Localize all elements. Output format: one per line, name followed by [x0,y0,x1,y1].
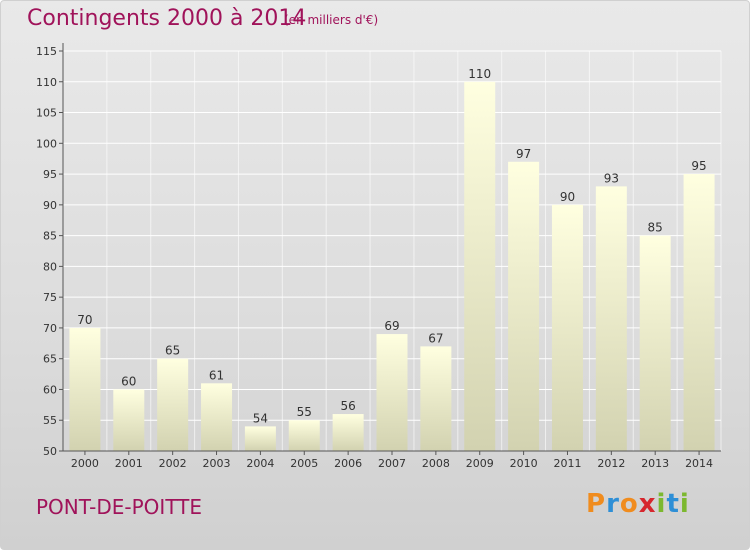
data-label: 95 [691,159,706,173]
data-label: 65 [165,344,180,358]
bar [420,346,452,451]
x-tick-label: 2001 [115,457,143,470]
bar [376,334,408,451]
data-label: 97 [516,147,531,161]
y-tick-label: 95 [43,168,57,181]
y-tick-label: 60 [43,383,57,396]
chart-title: Contingents 2000 à 2014 [27,6,307,31]
y-tick-label: 90 [43,199,57,212]
bar [201,383,233,451]
x-tick-label: 2010 [510,457,538,470]
data-label: 70 [77,313,92,327]
data-label: 90 [560,190,575,204]
logo-letter: o [619,489,639,519]
y-tick-label: 65 [43,353,57,366]
bar [332,414,364,451]
x-tick-label: 2013 [641,457,669,470]
logo-letter: P [586,489,607,519]
data-label: 67 [428,331,443,345]
data-label: 69 [384,319,399,333]
y-tick-label: 85 [43,230,57,243]
x-tick-label: 2009 [466,457,494,470]
logo-letter: x [638,489,657,519]
y-tick-label: 50 [43,445,57,458]
x-tick-label: 2002 [159,457,187,470]
x-tick-label: 2006 [334,457,362,470]
bar [113,389,145,451]
data-label: 93 [604,171,619,185]
data-label: 55 [297,405,312,419]
logo-letter: r [606,489,620,519]
x-tick-label: 2005 [290,457,318,470]
y-tick-label: 70 [43,322,57,335]
y-tick-label: 115 [36,45,57,58]
data-label: 54 [253,411,268,425]
data-labels: 70 60 65 61 54 55 56 69 67 110 97 90 93 85 95 [77,67,706,426]
x-tick-label: 2008 [422,457,450,470]
bar [595,186,627,451]
bar [69,327,101,451]
logo-letter: i [656,489,667,519]
bar [464,81,496,452]
logo-letter: t [666,489,680,519]
x-tick-label: 2004 [246,457,274,470]
x-tick-label: 2003 [203,457,231,470]
chart-subtitle: (en milliers d'€) [284,13,379,27]
data-label: 56 [340,399,355,413]
logo-letter: i [679,489,690,519]
data-label: 85 [648,221,663,235]
proxiti-logo: Proxiti [586,489,690,519]
x-tick-label: 2011 [553,457,581,470]
data-label: 61 [209,368,224,382]
y-tick-label: 80 [43,260,57,273]
bars [69,81,715,452]
bar [157,358,189,451]
y-tick-label: 55 [43,414,57,427]
axes: 50 55 60 65 70 75 80 85 90 95 100 105 110 115 2000 2001… [36,43,721,470]
bar [551,204,583,451]
data-label: 60 [121,374,136,388]
bar [508,161,540,451]
y-tick-label: 100 [36,137,57,150]
commune-name: PONT-DE-POITTE [36,495,203,519]
bar [683,174,715,452]
x-tick-label: 2000 [71,457,99,470]
data-label: 110 [468,67,491,81]
y-tick-label: 75 [43,291,57,304]
y-tick-label: 105 [36,107,57,120]
bar [288,420,320,451]
x-tick-label: 2014 [685,457,713,470]
bar [639,235,671,451]
x-tick-label: 2012 [597,457,625,470]
bar [244,426,276,451]
y-tick-label: 110 [36,76,57,89]
x-tick-label: 2007 [378,457,406,470]
